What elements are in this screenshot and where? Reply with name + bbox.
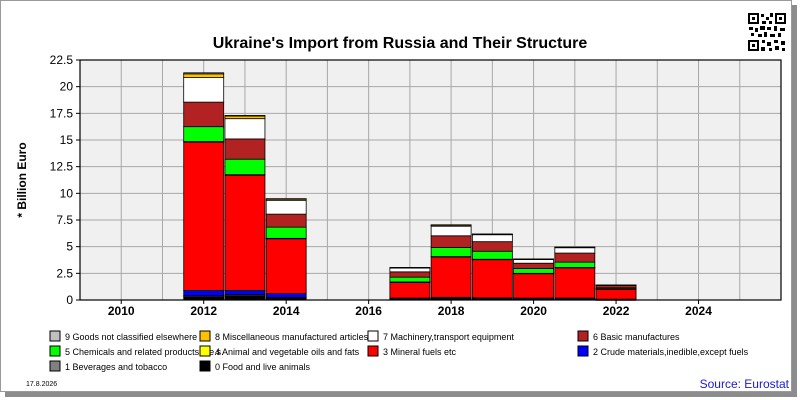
bar-segment: [265, 238, 307, 295]
bar-segment: [513, 268, 554, 274]
x-tick-label: 2016: [355, 304, 382, 318]
bar-segment: [554, 246, 596, 248]
bar-segment: [224, 289, 266, 296]
legend-swatch: [577, 330, 589, 342]
legend-label: 0 Food and live animals: [215, 362, 311, 372]
bar-segment: [224, 158, 266, 176]
legend-swatch: [367, 330, 379, 342]
y-tick-label: 20: [60, 80, 74, 94]
bar-segment: [554, 267, 596, 299]
bar-segment: [265, 199, 307, 215]
legend-swatch: [199, 345, 211, 357]
bar-segment: [430, 235, 472, 248]
y-tick-label: 5: [66, 240, 73, 254]
y-tick-label: 15: [60, 133, 74, 147]
y-tick-label: 17.5: [50, 106, 74, 120]
x-tick-label: 2010: [108, 304, 135, 318]
bar-segment: [430, 225, 472, 237]
x-tick-label: 2018: [438, 304, 465, 318]
bar-segment: [513, 262, 554, 269]
bar-segment: [183, 77, 225, 103]
legend-swatch: [49, 360, 61, 372]
bar-segment: [183, 141, 225, 291]
legend-label: 6 Basic manufactures: [593, 332, 680, 342]
bar-segment: [265, 226, 307, 239]
y-tick-label: 10: [60, 186, 74, 200]
y-tick-label: 2.5: [56, 266, 73, 280]
bar-segment: [471, 234, 513, 243]
legend-swatch: [49, 345, 61, 357]
legend-label: 2 Crude materials,inedible,except fuels: [593, 347, 749, 357]
x-tick-label: 2012: [190, 304, 217, 318]
y-axis-label: * Billion Euro: [15, 142, 29, 217]
legend-label: 9 Goods not classified elsewhere: [65, 332, 197, 342]
bar-segment: [183, 101, 225, 128]
bar-segment: [224, 174, 266, 291]
x-tick-label: 2020: [520, 304, 547, 318]
bar-segment: [224, 138, 266, 160]
bar-segment: [595, 288, 637, 300]
bar-segment: [389, 267, 431, 269]
chart-title: Ukraine's Import from Russia and Their S…: [213, 35, 588, 52]
y-tick-label: 7.5: [56, 213, 73, 227]
y-tick-label: 12.5: [50, 160, 74, 174]
x-tick-label: 2022: [603, 304, 630, 318]
bar-segment: [389, 271, 431, 278]
bar-segment: [389, 281, 431, 299]
bar-segment: [513, 258, 554, 260]
legend-label: 7 Machinery,transport equipment: [383, 332, 514, 342]
bar-segment: [554, 252, 596, 263]
source-label: Source: Eurostat: [700, 377, 790, 391]
bar-segment: [224, 118, 266, 140]
bar-segment: [430, 247, 472, 257]
bar-segment: [513, 273, 554, 299]
bar-segment: [389, 267, 431, 273]
bar-segment: [471, 250, 513, 260]
bar-segment: [430, 256, 472, 298]
x-tick-label: 2024: [685, 304, 712, 318]
date-stamp: 17.8.2026: [26, 381, 57, 388]
bar-segment: [430, 224, 472, 226]
legend-swatch: [49, 330, 61, 342]
legend-label: 4 Animal and vegetable oils and fats: [215, 347, 360, 357]
bar-segment: [183, 126, 225, 142]
plot-border: [79, 59, 782, 301]
legend-swatch: [367, 345, 379, 357]
bar-segment: [595, 284, 637, 286]
bar-segment: [224, 115, 266, 117]
bar-segment: [183, 289, 225, 297]
legend: 9 Goods not classified elsewhere 8 Miscel…: [49, 330, 749, 372]
bar-segment: [471, 241, 513, 252]
bar-segment: [471, 259, 513, 299]
y-tick-label: 0: [66, 293, 73, 307]
legend-swatch: [577, 345, 589, 357]
bar-segment: [183, 73, 225, 79]
bar-segment: [554, 247, 596, 254]
bar-segment: [265, 198, 307, 200]
legend-label: 1 Beverages and tobacco: [65, 362, 167, 372]
bar-segment: [224, 295, 266, 301]
bar-segment: [183, 72, 225, 75]
bar-segment: [471, 233, 513, 235]
bar-segment: [513, 259, 554, 264]
legend-label: 3 Mineral fuels etc: [383, 347, 457, 357]
legend-label: 5 Chemicals and related products,n.e.s.: [65, 347, 224, 357]
plot-area: 0 2.5 5 7.5 10 12.5 15 17.5 20 22.5 2010 2012 2014 20…: [50, 53, 782, 318]
y-tick-label: 22.5: [50, 53, 74, 67]
bar-segment: [554, 261, 596, 268]
bar-segment: [265, 213, 307, 228]
legend-label: 8 Miscellaneous manufactured articles: [215, 332, 369, 342]
x-tick-label: 2014: [273, 304, 300, 318]
qr-code-icon: [747, 12, 787, 52]
legend-swatch: [199, 360, 211, 372]
bar-segment: [265, 293, 307, 298]
legend-swatch: [199, 330, 211, 342]
bar-segment: [389, 276, 431, 283]
